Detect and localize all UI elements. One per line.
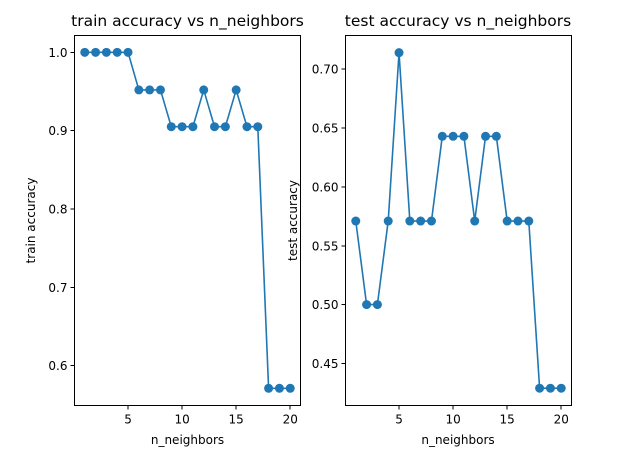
train-x-ticks: 5 10 15 20	[124, 405, 298, 427]
test-data-point	[437, 131, 447, 141]
train-y-tick-label: 0.6	[48, 359, 67, 373]
train-data-point	[242, 122, 252, 132]
test-data-point	[524, 216, 534, 226]
train-y-ticks: 0.6 0.7 0.8 0.9 1.0	[48, 46, 75, 373]
test-data-point	[481, 131, 491, 141]
train-x-axis-label: n_neighbors	[151, 433, 224, 447]
test-data-point	[535, 383, 545, 393]
test-x-tick-label: 10	[445, 413, 460, 427]
test-data-point	[459, 131, 469, 141]
test-chart-title: test accuracy vs n_neighbors	[345, 12, 571, 31]
train-data-point	[253, 122, 263, 132]
test-data-point	[383, 216, 393, 226]
train-data-point	[91, 47, 101, 57]
train-plot-frame	[74, 35, 301, 406]
train-data-point	[166, 122, 176, 132]
test-y-axis-label: test accuracy	[286, 180, 300, 261]
test-y-tick-label: 0.50	[312, 298, 339, 312]
train-data-point	[199, 85, 209, 95]
train-data-point	[210, 122, 220, 132]
train-x-tick-label: 10	[174, 413, 189, 427]
test-data-point	[351, 216, 361, 226]
test-y-tick-label: 0.65	[312, 122, 339, 136]
test-data-point	[502, 216, 512, 226]
test-accuracy-chart: test accuracy vs n_neighbors 5 10 15 20 0.4…	[286, 12, 572, 447]
test-x-tick-label: 15	[500, 413, 515, 427]
test-x-ticks: 5 10 15 20	[395, 405, 569, 427]
train-data-point	[274, 383, 284, 393]
test-x-tick-label: 5	[395, 413, 403, 427]
test-data-point	[470, 216, 480, 226]
train-y-tick-label: 0.9	[48, 124, 67, 138]
train-accuracy-chart: train accuracy vs n_neighbors 5 10 15 20 0.…	[24, 12, 304, 447]
test-data-point	[448, 131, 458, 141]
train-data-point	[188, 122, 198, 132]
train-x-tick-label: 5	[124, 413, 132, 427]
train-x-tick-label: 20	[283, 413, 298, 427]
test-data-point	[491, 131, 501, 141]
test-y-tick-label: 0.60	[312, 180, 339, 194]
train-y-tick-label: 0.7	[48, 281, 67, 295]
train-data-point	[134, 85, 144, 95]
test-y-ticks: 0.45 0.50 0.55 0.60 0.65 0.70	[312, 63, 346, 371]
test-data-point	[362, 300, 372, 310]
train-data-point	[177, 122, 187, 132]
train-chart-title: train accuracy vs n_neighbors	[71, 12, 304, 31]
train-data-point	[101, 47, 111, 57]
test-y-tick-label: 0.70	[312, 63, 339, 77]
train-y-tick-label: 1.0	[48, 46, 67, 60]
test-y-tick-label: 0.45	[312, 357, 339, 371]
test-data-point	[513, 216, 523, 226]
test-data-point	[405, 216, 415, 226]
train-marks-layer	[80, 47, 295, 393]
test-marks-layer	[351, 48, 566, 393]
train-data-point	[264, 383, 274, 393]
train-data-point	[112, 47, 122, 57]
test-data-point	[372, 300, 382, 310]
train-data-point	[145, 85, 155, 95]
test-y-tick-label: 0.55	[312, 239, 339, 253]
train-data-point	[155, 85, 165, 95]
train-data-point	[80, 47, 90, 57]
test-data-point	[416, 216, 426, 226]
train-data-point	[220, 122, 230, 132]
test-x-axis-label: n_neighbors	[421, 433, 494, 447]
train-x-tick-label: 15	[229, 413, 244, 427]
train-data-point	[285, 383, 295, 393]
train-y-axis-label: train accuracy	[24, 178, 38, 264]
test-data-point	[426, 216, 436, 226]
test-plot-frame	[345, 35, 572, 406]
test-data-point	[394, 48, 404, 58]
train-data-point	[123, 47, 133, 57]
test-data-point	[545, 383, 555, 393]
train-data-point	[231, 85, 241, 95]
test-x-tick-label: 20	[554, 413, 569, 427]
train-y-tick-label: 0.8	[48, 202, 67, 216]
test-data-point	[556, 383, 566, 393]
